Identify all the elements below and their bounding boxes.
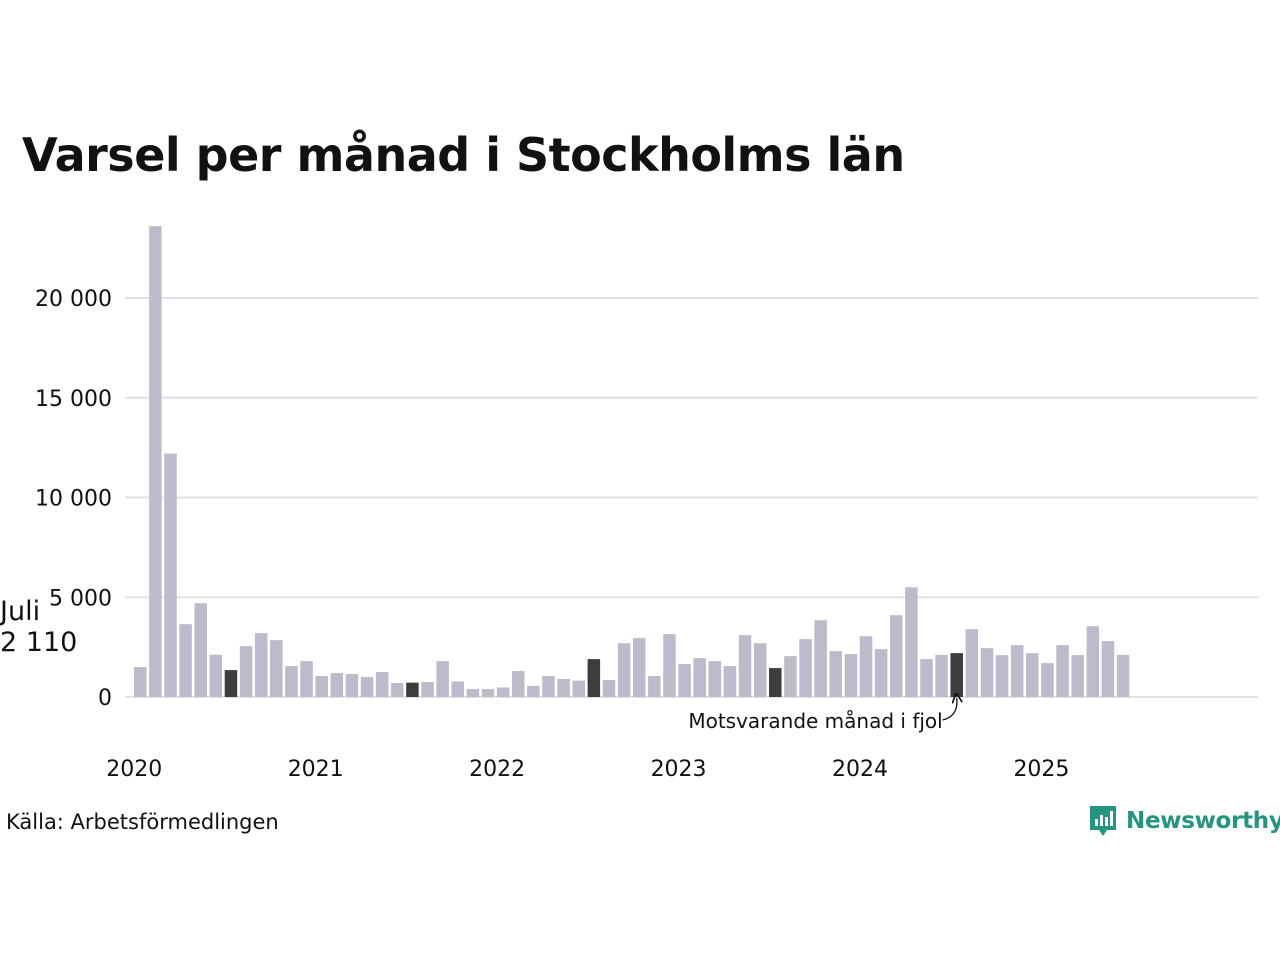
bar-2020-09 xyxy=(254,633,268,697)
current-month-label: Juli 2 110 xyxy=(0,596,77,658)
bar-2022-07 xyxy=(587,659,601,697)
bar-2022-04 xyxy=(542,676,555,697)
bar-2020-02 xyxy=(149,226,162,697)
chart-title: Varsel per månad i Stockholms län xyxy=(22,128,905,182)
bar-2021-05 xyxy=(375,672,389,697)
bar-2020-08 xyxy=(239,646,253,697)
bar-2023-10 xyxy=(814,620,827,697)
bar-2020-11 xyxy=(285,666,298,697)
bar-2023-04 xyxy=(723,666,737,697)
bar-2020-07 xyxy=(224,670,238,697)
bar-2023-02 xyxy=(693,658,706,697)
bar-2024-11 xyxy=(1010,645,1024,697)
bar-2024-09 xyxy=(980,648,994,697)
bar-2020-03 xyxy=(164,453,177,697)
bar-2021-12 xyxy=(481,689,495,697)
y-tick-label: 10 000 xyxy=(35,487,112,512)
bar-2021-01 xyxy=(315,676,328,697)
bar-2021-03 xyxy=(345,674,359,697)
bar-2021-06 xyxy=(391,683,404,697)
bar-2024-06 xyxy=(935,654,948,697)
y-tick-label: 5 000 xyxy=(49,586,112,611)
bar-2023-03 xyxy=(708,661,722,697)
x-tick-label: 2024 xyxy=(832,757,888,782)
current-month-value: 2 110 xyxy=(0,627,77,658)
bar-2022-10 xyxy=(632,638,646,697)
bar-2023-06 xyxy=(753,643,767,697)
bar-2024-02 xyxy=(874,649,888,697)
bar-2024-01 xyxy=(859,636,873,697)
bar-2025-01 xyxy=(1041,663,1054,697)
bar-2025-03 xyxy=(1071,655,1084,697)
bars xyxy=(134,226,1130,697)
bar-2023-08 xyxy=(784,656,797,697)
bar-2020-05 xyxy=(194,603,207,697)
y-tick-label: 15 000 xyxy=(35,387,112,412)
bar-2024-04 xyxy=(905,587,918,697)
x-tick-label: 2023 xyxy=(651,757,707,782)
current-month-name: Juli xyxy=(0,596,40,627)
bar-2020-10 xyxy=(270,640,283,697)
bar-2023-01 xyxy=(678,664,691,697)
bar-2022-11 xyxy=(648,676,661,697)
bar-2025-04 xyxy=(1086,626,1100,697)
bar-2022-08 xyxy=(602,680,616,697)
bar-2025-05 xyxy=(1101,641,1115,697)
gridlines xyxy=(125,297,1258,698)
bar-2021-11 xyxy=(466,689,480,697)
bar-2024-03 xyxy=(890,615,903,697)
bar-2021-08 xyxy=(421,682,434,697)
annotation: Motsvarande månad i fjol xyxy=(688,698,957,733)
brand-name: Newsworthy xyxy=(1126,808,1280,834)
x-tick-label: 2020 xyxy=(106,757,162,782)
bar-2023-12 xyxy=(844,654,858,697)
annotation-label: Motsvarande månad i fjol xyxy=(688,709,942,733)
x-tick-label: 2025 xyxy=(1013,757,1069,782)
annotation-arrow xyxy=(942,698,957,721)
bar-2021-09 xyxy=(436,661,449,697)
bar-2021-04 xyxy=(360,677,374,697)
bar-chart-speech-bubble-icon xyxy=(1090,806,1116,836)
bar-2022-09 xyxy=(617,643,631,697)
y-axis-ticks: 0 5 000 10 000 15 000 20 000 xyxy=(35,287,112,711)
bar-2022-12 xyxy=(663,634,676,697)
y-tick-label: 0 xyxy=(98,686,112,711)
bar-2022-05 xyxy=(557,679,570,697)
bar-2020-01 xyxy=(134,667,147,697)
bar-2023-05 xyxy=(738,635,752,697)
bar-2022-03 xyxy=(527,685,540,697)
bar-2021-10 xyxy=(451,681,465,697)
bar-2024-12 xyxy=(1026,653,1039,697)
source-note: Källa: Arbetsförmedlingen xyxy=(6,810,279,834)
bar-2022-01 xyxy=(496,687,510,697)
bar-2022-06 xyxy=(572,680,585,697)
bar-2024-05 xyxy=(920,659,933,697)
bar-2023-09 xyxy=(799,639,812,697)
y-tick-label: 20 000 xyxy=(35,287,112,312)
bar-2020-12 xyxy=(300,661,313,697)
bar-2024-07 xyxy=(950,653,963,697)
bar-2025-06 xyxy=(1116,654,1130,697)
brand-logo: Newsworthy xyxy=(1088,804,1280,838)
bar-2025-02 xyxy=(1056,645,1069,697)
bar-2022-02 xyxy=(512,671,525,697)
bar-2024-08 xyxy=(965,629,979,697)
bar-2024-10 xyxy=(995,655,1009,697)
x-tick-label: 2021 xyxy=(288,757,344,782)
bar-2023-07 xyxy=(769,668,782,697)
bar-2020-04 xyxy=(179,624,192,697)
x-axis-ticks: 2020 2021 2022 2023 2024 2025 xyxy=(106,757,1069,782)
bar-2021-07 xyxy=(406,682,419,697)
x-tick-label: 2022 xyxy=(469,757,525,782)
bar-2020-06 xyxy=(209,654,223,697)
bar-2023-11 xyxy=(829,651,843,697)
bar-2021-02 xyxy=(330,673,344,697)
